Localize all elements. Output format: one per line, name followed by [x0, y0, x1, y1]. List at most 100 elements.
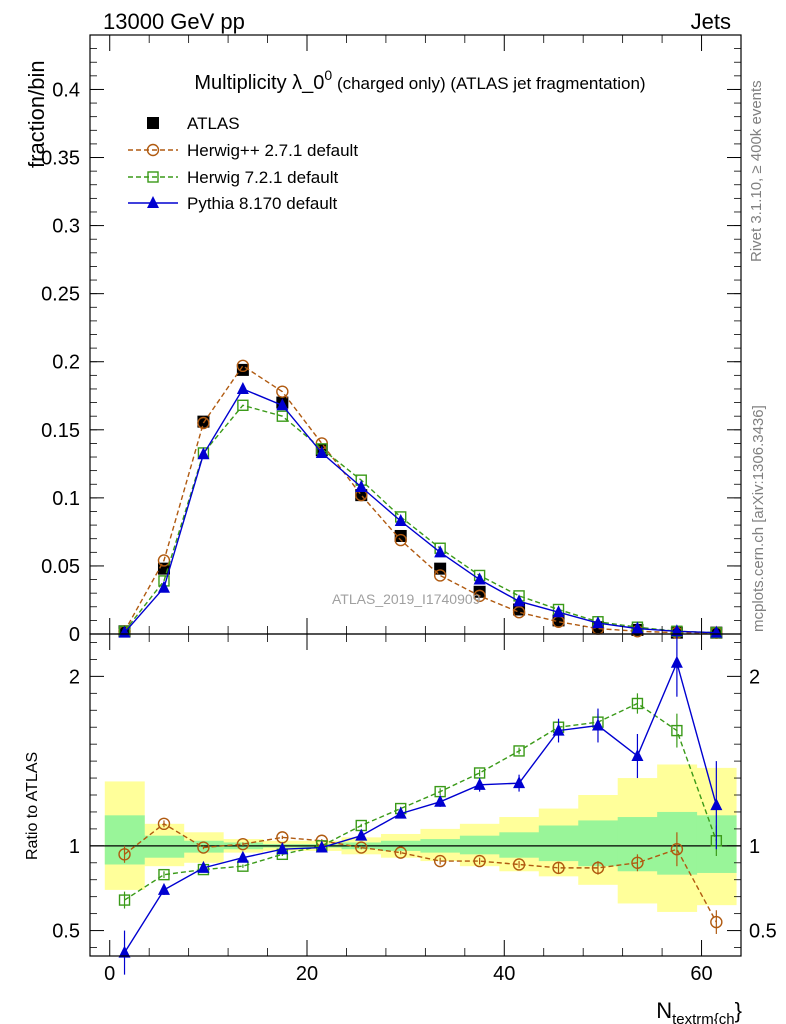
pythia-8-170-default-ratio-point	[118, 945, 131, 958]
analysis-watermark: ATLAS_2019_I1740909	[332, 591, 481, 607]
herwig-2-7-1-default-point	[394, 533, 407, 547]
pythia-8-170-default-point	[473, 572, 486, 585]
ratio-ytick-label-right: 1	[749, 836, 760, 858]
herwig-2-7-1-default-ratio-point	[512, 858, 526, 871]
herwig-2-7-1-default-point	[433, 569, 447, 582]
x-axis-label: Ntextrm{ch}	[656, 998, 742, 1024]
herwig-2-7-1-default-point	[157, 554, 171, 567]
main-ytick-label: 0.3	[52, 216, 80, 238]
legend-marker-herwig-7-2-1-default	[147, 171, 159, 183]
pythia-8-170-default-ratio-point	[710, 798, 723, 811]
pythia-8-170-default-ratio-point	[631, 749, 644, 762]
pythia-8-170-default-point	[591, 616, 604, 629]
mcplots-label: mcplots.cern.ch [arXiv:1306.3436]	[750, 405, 767, 632]
pythia-8-170-default-ratio-point	[157, 882, 170, 895]
pythia-8-170-default-point	[157, 580, 170, 593]
pythia-8-170-default-point	[118, 625, 131, 638]
xtick-label: 60	[690, 963, 712, 985]
xtick-label: 0	[104, 963, 115, 985]
pythia-8-170-default-ratio-point	[315, 840, 328, 853]
header-left: 13000 GeV pp	[103, 9, 245, 34]
legend-marker-herwig-2-7-1-default	[146, 143, 160, 157]
ratio-ylabel: Ratio to ATLAS	[24, 752, 41, 860]
ratio-ytick-label: 0.5	[52, 921, 80, 943]
pythia-8-170-default-point	[434, 545, 447, 558]
herwig-2-7-1-default-ratio-point	[631, 856, 644, 869]
rivet-label: Rivet 3.1.10, ≥ 400k events	[748, 80, 765, 262]
pythia-8-170-default-ratio-point	[513, 776, 526, 789]
herwig-7-2-1-default-ratio-point	[631, 697, 644, 710]
main-ytick-label: 0.25	[41, 284, 80, 306]
atlas-point	[394, 529, 407, 542]
pythia-8-170-default-ratio-point	[473, 777, 486, 790]
herwig-7-2-1-default-ratio-line	[124, 702, 717, 901]
chart-title: Multiplicity λ_00 (charged only) (ATLAS …	[194, 67, 645, 94]
band_green-bin	[578, 820, 619, 867]
herwig-2-7-1-default-ratio-point	[670, 843, 684, 856]
pythia-8-170-default-ratio-point	[552, 723, 565, 736]
main-ytick-label: 0.4	[52, 79, 80, 101]
band_green-bin	[538, 825, 579, 862]
main-ytick-label: 0	[69, 624, 80, 646]
legend-label-pythia-8-170-default: Pythia 8.170 default	[187, 194, 338, 213]
main-ytick-label: 0.2	[52, 352, 80, 374]
pythia-8-170-default-ratio-point	[236, 850, 249, 863]
herwig-2-7-1-default-point	[197, 416, 210, 430]
ratio-ytick-label-right: 2	[749, 666, 760, 688]
legend: ATLAS Herwig++ 2.7.1 default Herwig 7.2.1 …	[128, 114, 358, 213]
herwig-2-7-1-default-ratio-line	[124, 822, 717, 923]
pythia-8-170-default-ratio-line	[123, 660, 718, 953]
herwig-2-7-1-default-point	[473, 589, 486, 603]
pythia-8-170-default-ratio-point	[394, 806, 407, 819]
herwig-2-7-1-default-ratio-point	[552, 861, 565, 875]
herwig-2-7-1-default-line	[123, 364, 717, 634]
herwig-2-7-1-default-point	[512, 606, 526, 619]
pythia-8-170-default-ratio-point	[355, 828, 368, 841]
pythia-8-170-default-point	[394, 514, 407, 527]
ratio-ytick-label: 2	[69, 666, 80, 688]
herwig-2-7-1-default-ratio-point	[118, 848, 131, 861]
herwig-7-2-1-default-point	[237, 399, 249, 411]
herwig-7-2-1-default-ratio-point	[158, 868, 170, 881]
herwig-2-7-1-default-ratio-point	[236, 837, 250, 851]
ratio-ytick-label-right: 0.5	[749, 921, 777, 943]
pythia-8-170-default-ratio-point	[591, 718, 604, 731]
herwig-7-2-1-default-ratio-point	[118, 894, 131, 906]
pythia-8-170-default-point	[315, 445, 328, 458]
herwig-2-7-1-default-ratio-point	[433, 854, 447, 868]
pythia-8-170-default-point	[552, 605, 565, 618]
band_green-bin	[499, 832, 540, 858]
herwig-2-7-1-default-ratio-point	[355, 841, 368, 854]
main-ylabel: fraction/bin	[24, 60, 49, 168]
herwig-2-7-1-default-point	[236, 359, 250, 373]
ratio-ytick-label: 1	[69, 836, 80, 858]
main-ytick-label: 0.15	[41, 420, 80, 442]
xtick-label: 40	[493, 963, 515, 985]
pythia-8-170-default-point	[631, 621, 644, 634]
pythia-8-170-default-point	[236, 381, 249, 394]
header-right: Jets	[691, 9, 731, 34]
pythia-8-170-default-point	[710, 625, 723, 638]
pythia-8-170-default-point	[355, 479, 368, 492]
pythia-8-170-default-point	[197, 447, 210, 460]
legend-label-herwig-2-7-1-default: Herwig++ 2.7.1 default	[187, 141, 358, 160]
pythia-8-170-default-ratio-point	[197, 860, 210, 873]
herwig-2-7-1-default-ratio-point	[157, 817, 171, 831]
legend-marker-atlas	[147, 117, 159, 129]
pythia-8-170-default-line	[123, 388, 717, 634]
xtick-label: 20	[296, 963, 318, 985]
main-ytick-label: 0.1	[52, 488, 80, 510]
pythia-8-170-default-ratio-point	[670, 655, 683, 668]
herwig-2-7-1-default-ratio-point	[710, 915, 723, 929]
herwig-2-7-1-default-ratio-point	[473, 854, 486, 868]
pythia-8-170-default-point	[513, 594, 526, 607]
legend-marker-pythia-8-170-default	[147, 196, 159, 208]
herwig-7-2-1-default-point	[276, 410, 289, 422]
herwig-2-7-1-default-ratio-point	[394, 846, 407, 859]
herwig-7-2-1-default-line	[123, 404, 717, 634]
pythia-8-170-default-ratio-point	[276, 842, 289, 855]
atlas-point	[236, 363, 249, 376]
herwig-2-7-1-default-ratio-point	[197, 841, 210, 854]
herwig-7-2-1-default-ratio-point	[513, 745, 525, 757]
